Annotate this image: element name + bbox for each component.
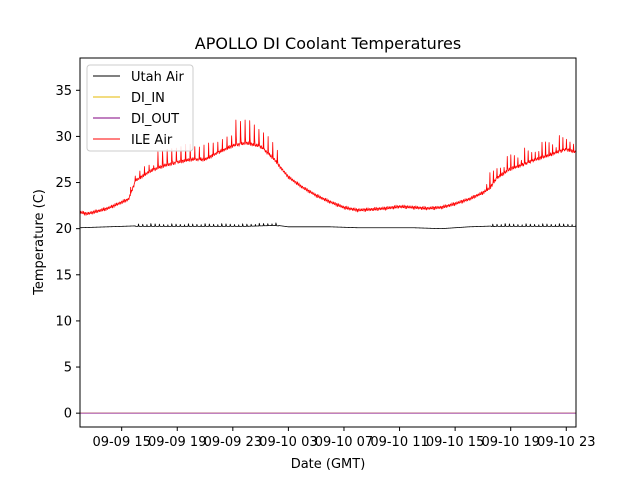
x-tick-label: 09-09 15 [92,435,150,450]
y-tick-label: 0 [64,407,72,422]
y-tick-label: 25 [55,176,72,191]
series-line-3 [79,119,577,216]
legend: Utah Air DI_IN DI_OUT ILE Air [86,64,194,152]
y-tick-label: 5 [64,361,72,376]
chart-title: APOLLO DI Coolant Temperatures [195,34,461,53]
y-tick-label: 10 [55,314,72,329]
y-tick-label: 35 [55,84,72,99]
plot-area [79,57,577,428]
y-tick-label: 30 [55,130,72,145]
x-tick-label: 09-09 19 [148,435,206,450]
legend-label: DI_IN [131,91,165,106]
x-tick-label: 09-10 03 [259,435,317,450]
legend-label: Utah Air [131,70,184,85]
axes-frame [79,57,577,428]
x-tick-label: 09-10 11 [370,435,428,450]
series-line-0 [79,222,577,230]
legend-box [86,64,194,152]
x-axis-label: Date (GMT) [291,457,366,472]
x-tick-label: 09-10 23 [537,435,595,450]
y-axis-label: Temperature (C) [32,189,47,296]
x-tick-label: 09-10 07 [315,435,373,450]
x-tick-label: 09-10 15 [426,435,484,450]
y-axis: 0 5 10 15 20 25 30 35 [55,84,80,422]
y-tick-label: 20 [55,222,72,237]
series-layer [79,119,577,414]
y-tick-label: 15 [55,268,72,283]
legend-label: DI_OUT [131,112,179,127]
x-tick-label: 09-09 23 [204,435,262,450]
legend-label: ILE Air [131,133,173,148]
x-tick-label: 09-10 19 [481,435,539,450]
